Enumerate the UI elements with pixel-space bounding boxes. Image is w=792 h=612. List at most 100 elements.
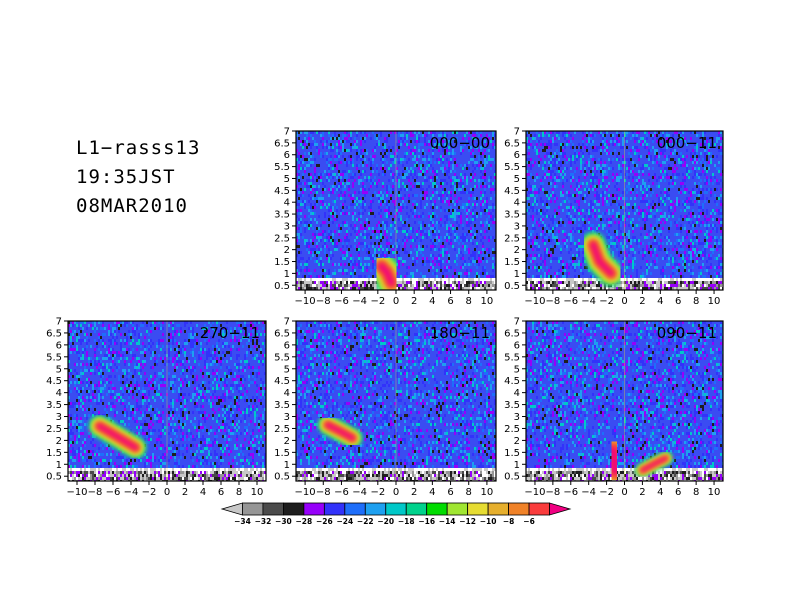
y-tick-label: 5.5 bbox=[274, 162, 290, 173]
panel-label: 270−11 bbox=[200, 324, 260, 342]
y-tick-label: 6.5 bbox=[274, 328, 290, 339]
y-tick-label: 5 bbox=[514, 364, 520, 375]
x-tick-label: −2 bbox=[599, 487, 614, 498]
y-tick-label: 4.5 bbox=[504, 186, 520, 197]
y-tick-label: 2.5 bbox=[46, 424, 62, 435]
x-tick-label: 6 bbox=[675, 487, 681, 498]
colorbar-swatch bbox=[446, 502, 469, 516]
y-tick-label: 6 bbox=[514, 150, 520, 161]
time-label: 19:35JST bbox=[76, 166, 176, 188]
x-tick-label: −6 bbox=[563, 296, 578, 307]
y-tick-label: 6.5 bbox=[504, 138, 520, 149]
x-tick-label: 6 bbox=[447, 296, 453, 307]
colorbar-swatch bbox=[220, 502, 243, 516]
colorbar-label: −14 bbox=[439, 517, 456, 526]
x-tick-label: 2 bbox=[411, 296, 417, 307]
colorbar-label: −16 bbox=[418, 517, 435, 526]
colorbar-label: −12 bbox=[459, 517, 476, 526]
x-tick-label: 4 bbox=[657, 487, 663, 498]
x-tick-label: −4 bbox=[124, 487, 139, 498]
y-tick-label: 2 bbox=[56, 436, 62, 447]
x-tick-label: −8 bbox=[545, 487, 560, 498]
x-tick-label: 8 bbox=[236, 487, 242, 498]
x-tick-label: 0 bbox=[393, 487, 399, 498]
x-tick-label: −2 bbox=[370, 487, 385, 498]
y-tick-label: 6.5 bbox=[274, 138, 290, 149]
colorbar-swatch bbox=[549, 502, 572, 516]
y-tick-label: 4 bbox=[514, 198, 520, 209]
y-tick-label: 3 bbox=[514, 412, 520, 423]
y-tick-label: 3.5 bbox=[274, 210, 290, 221]
y-tick-label: 4 bbox=[56, 388, 62, 399]
x-tick-label: −2 bbox=[142, 487, 157, 498]
y-tick-label: 4.5 bbox=[274, 186, 290, 197]
y-tick-label: 2 bbox=[514, 245, 520, 256]
y-tick-label: 6 bbox=[56, 340, 62, 351]
panel-label: 000−11 bbox=[657, 134, 717, 152]
y-tick-label: 5 bbox=[284, 174, 290, 185]
x-tick-label: −4 bbox=[352, 487, 367, 498]
y-tick-label: 1.5 bbox=[504, 257, 520, 268]
colorbar-swatch bbox=[364, 502, 387, 516]
x-tick-label: −10 bbox=[524, 296, 545, 307]
colorbar-swatch bbox=[508, 502, 530, 516]
colorbar-label: −24 bbox=[336, 517, 353, 526]
x-tick-label: 8 bbox=[466, 487, 472, 498]
x-tick-label: 10 bbox=[481, 296, 494, 307]
x-tick-label: 8 bbox=[693, 296, 699, 307]
panel-label: 000−00 bbox=[430, 134, 490, 152]
y-tick-label: 4 bbox=[284, 388, 290, 399]
x-tick-label: 2 bbox=[639, 296, 645, 307]
colorbar-label: −26 bbox=[316, 517, 333, 526]
x-tick-label: −6 bbox=[106, 487, 121, 498]
y-tick-label: 1.5 bbox=[504, 448, 520, 459]
colorbar-swatch bbox=[487, 502, 509, 516]
colorbar: −34 −32 −30 −28 −26 −24 −22 −20 −18 −16 −14 −12 −10−… bbox=[220, 502, 572, 526]
y-tick-label: 6.5 bbox=[46, 328, 62, 339]
x-tick-label: 2 bbox=[639, 487, 645, 498]
y-tick-label: 3.5 bbox=[274, 400, 290, 411]
y-tick-label: 1 bbox=[514, 460, 520, 471]
x-tick-label: −6 bbox=[563, 487, 578, 498]
heatmap-panel-3: −10 −8 −6 −4 −2 0 2 4 6 8 100.511.522.533.544.555.… bbox=[46, 317, 267, 498]
x-tick-label: −6 bbox=[334, 296, 349, 307]
x-tick-label: −10 bbox=[524, 487, 545, 498]
x-tick-label: −8 bbox=[316, 487, 331, 498]
y-tick-label: 5.5 bbox=[504, 352, 520, 363]
x-tick-label: 6 bbox=[218, 487, 224, 498]
colorbar-swatch bbox=[405, 502, 428, 516]
x-tick-label: 4 bbox=[657, 296, 663, 307]
heatmap-panel-2: −10 −8 −6 −4 −2 0 2 4 6 8 100.511.522.533.544.555.… bbox=[504, 127, 724, 307]
y-tick-label: 7 bbox=[514, 317, 520, 328]
x-tick-label: 10 bbox=[708, 487, 721, 498]
y-tick-label: 1 bbox=[514, 269, 520, 280]
x-tick-label: 6 bbox=[447, 487, 453, 498]
x-tick-label: −10 bbox=[295, 487, 316, 498]
y-tick-label: 1 bbox=[284, 460, 290, 471]
y-tick-label: 7 bbox=[284, 127, 290, 138]
heatmap-panel-1: −10 −8 −6 −4 −2 0 2 4 6 8 100.511.522.533.544.555.… bbox=[274, 127, 497, 307]
x-tick-label: 0 bbox=[393, 296, 399, 307]
x-tick-label: 8 bbox=[466, 296, 472, 307]
x-tick-label: −10 bbox=[66, 487, 87, 498]
x-tick-label: −2 bbox=[599, 296, 614, 307]
x-tick-label: 8 bbox=[693, 487, 699, 498]
y-tick-label: 5 bbox=[56, 364, 62, 375]
y-tick-label: 5 bbox=[514, 174, 520, 185]
y-tick-label: 1 bbox=[284, 269, 290, 280]
panel-label: 180−11 bbox=[430, 324, 490, 342]
heatmap-panel-5: −10 −8 −6 −4 −2 0 2 4 6 8 100.511.522.533.544.555.… bbox=[504, 317, 724, 498]
colorbar-swatch bbox=[426, 502, 448, 516]
x-tick-label: −8 bbox=[545, 296, 560, 307]
colorbar-label: −8 bbox=[503, 517, 515, 526]
colorbar-label: −20 bbox=[377, 517, 394, 526]
x-tick-label: 4 bbox=[429, 487, 435, 498]
y-tick-label: 3.5 bbox=[46, 400, 62, 411]
x-tick-label: −4 bbox=[581, 487, 596, 498]
y-tick-label: 2.5 bbox=[504, 424, 520, 435]
x-tick-label: 0 bbox=[164, 487, 170, 498]
x-tick-label: −4 bbox=[352, 296, 367, 307]
y-tick-label: 2 bbox=[514, 436, 520, 447]
y-tick-label: 1 bbox=[56, 460, 62, 471]
